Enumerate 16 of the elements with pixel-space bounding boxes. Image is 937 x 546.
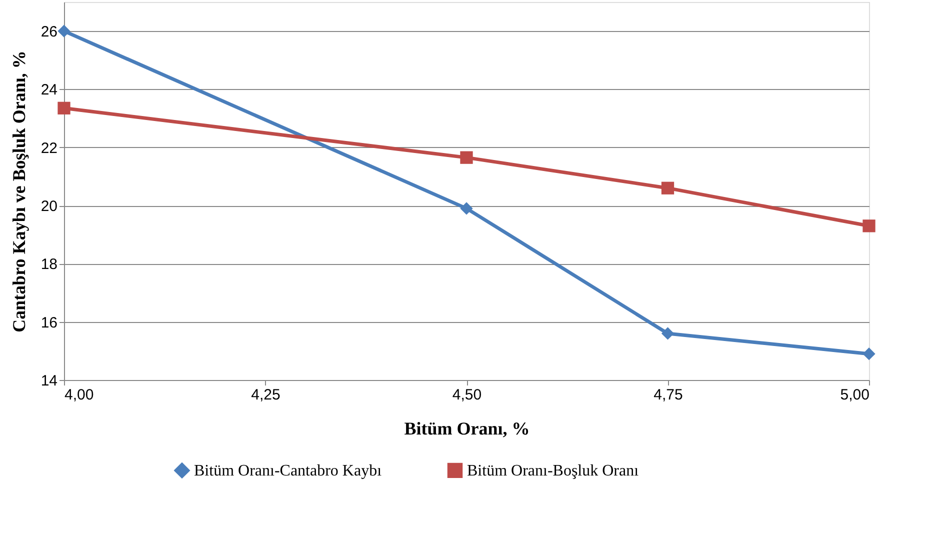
y-tick-label: 18 xyxy=(40,256,58,274)
x-tick-label: 5,00 xyxy=(840,386,870,404)
x-tick-label: 4,00 xyxy=(64,386,94,404)
y-tick-label: 14 xyxy=(40,372,58,390)
y-tick-label: 16 xyxy=(40,314,58,332)
x-tick-label: 4,75 xyxy=(654,386,683,404)
y-tick-label: 22 xyxy=(40,140,58,157)
y-axis-title: Cantabro Kaybı ve Boşluk Oranı, % xyxy=(8,50,29,332)
y-tick-label: 26 xyxy=(40,24,58,41)
x-tick-label: 4,50 xyxy=(452,386,482,404)
y-tick-label: 20 xyxy=(40,198,58,216)
x-tick-label: 4,25 xyxy=(251,386,280,404)
x-axis-title: Bitüm Oranı, % xyxy=(404,418,530,438)
legend-label: Bitüm Oranı-Boşluk Oranı xyxy=(467,462,640,480)
y-tick-label: 24 xyxy=(40,82,58,99)
legend-label: Bitüm Oranı-Cantabro Kaybı xyxy=(194,462,382,480)
